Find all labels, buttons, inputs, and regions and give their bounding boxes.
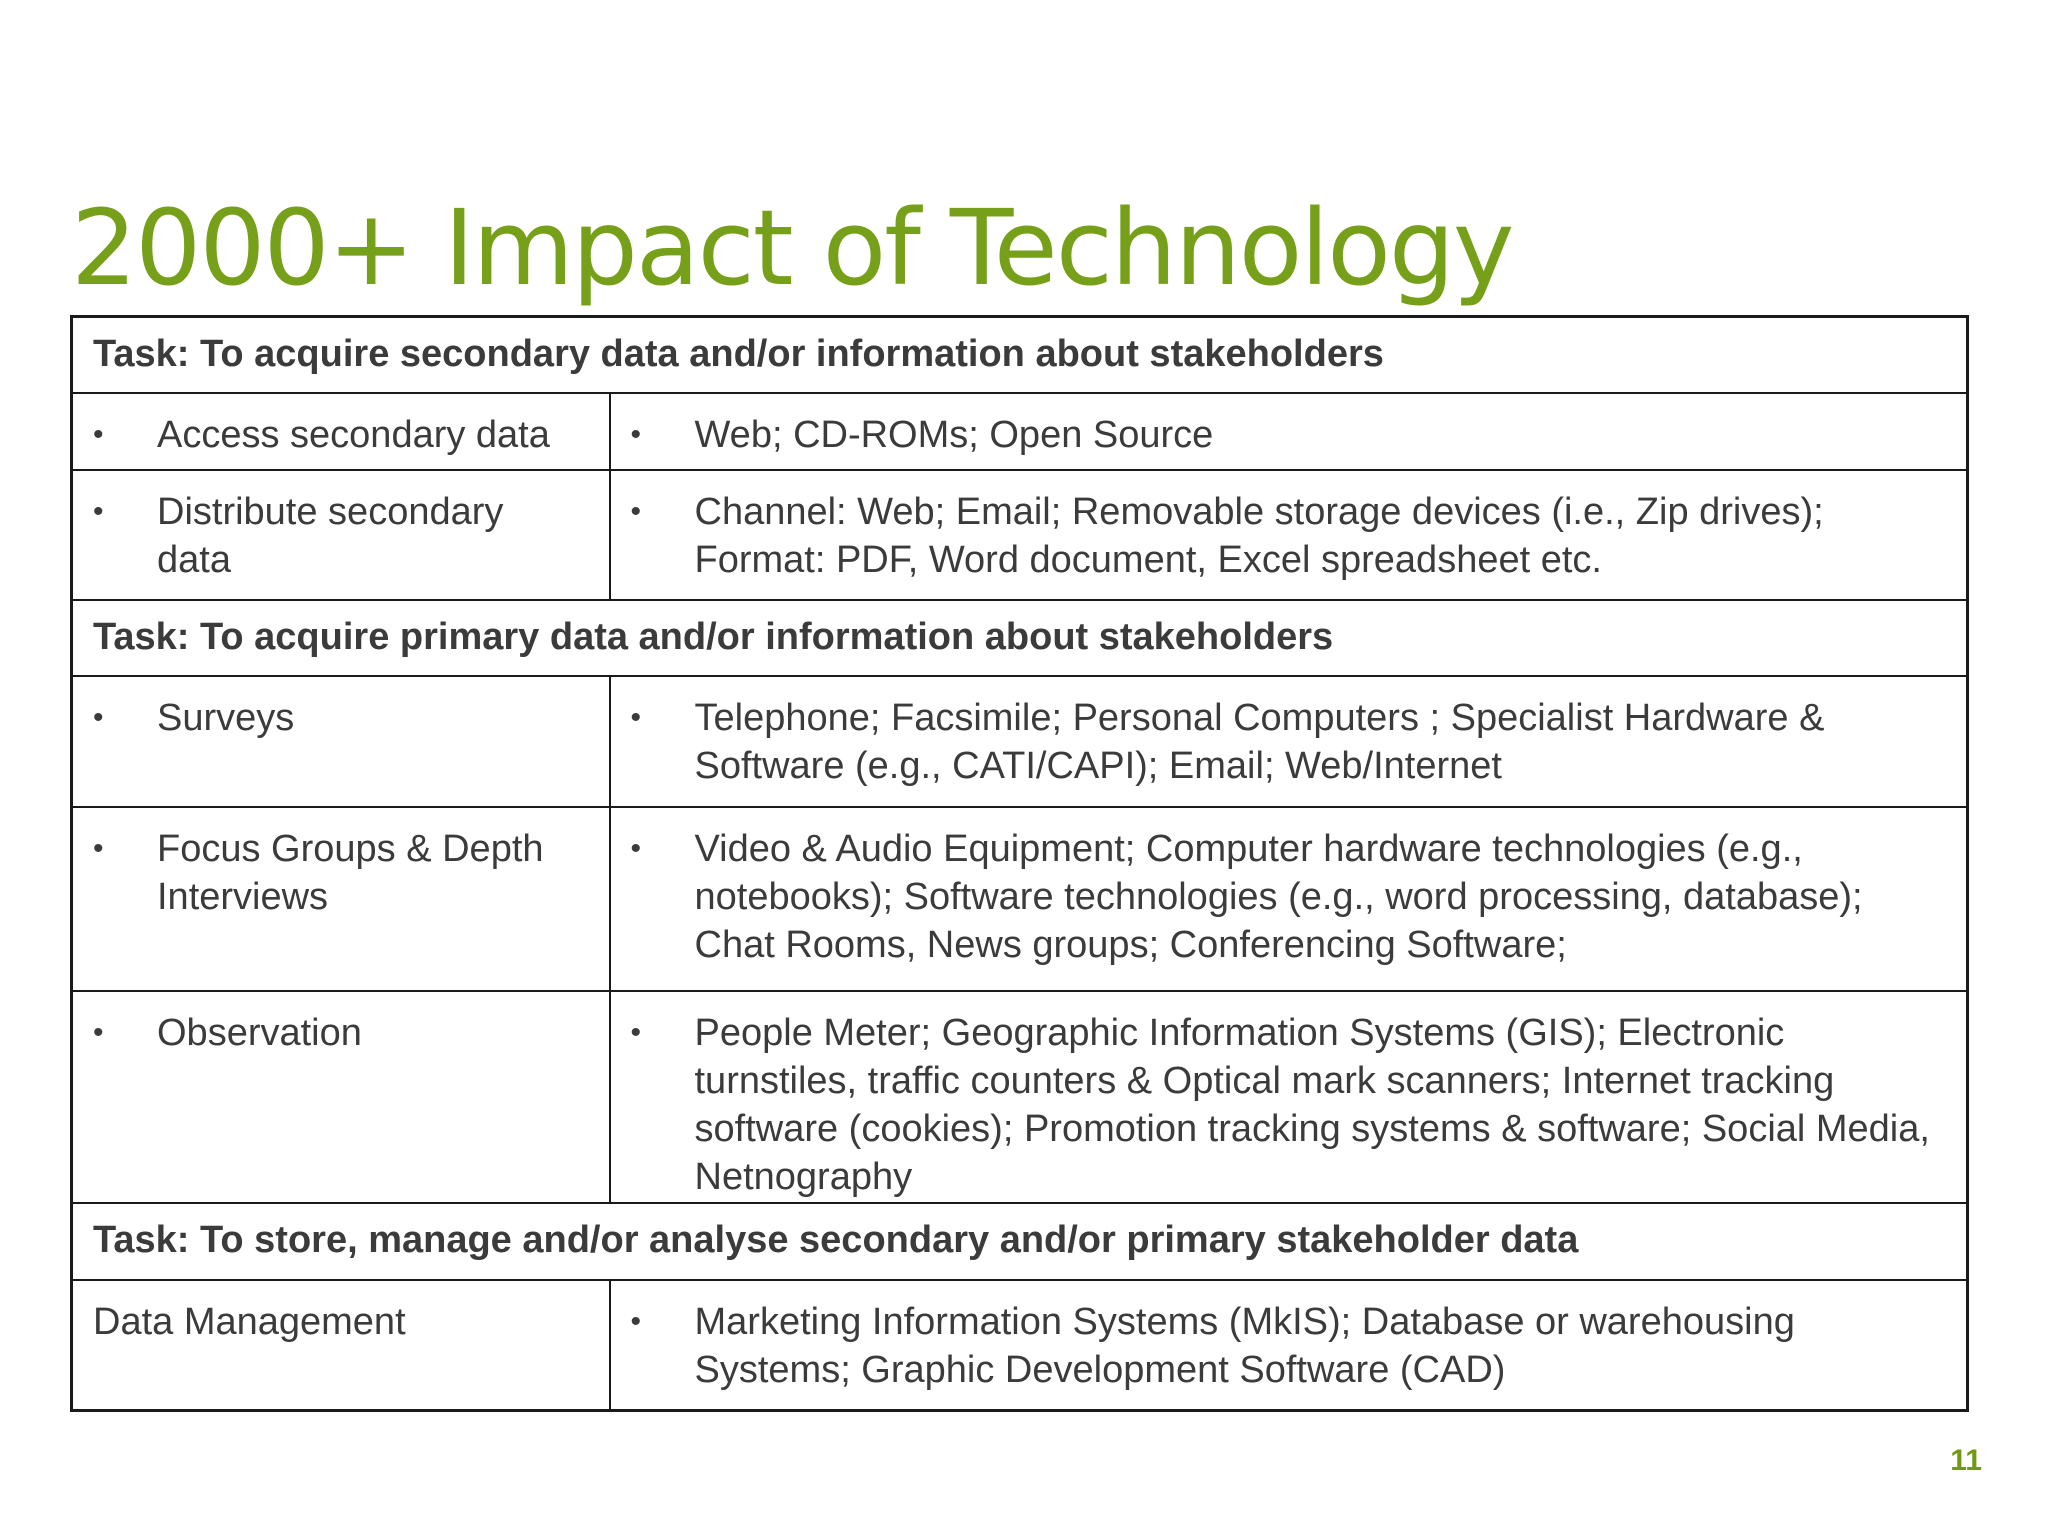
activity-text: Data Management [93,1300,406,1343]
activity-cell: • Surveys [70,674,611,808]
table-row: • Focus Groups & Depth Interviews • Vide… [70,805,1969,992]
technology-text: Web; CD-ROMs; Open Source [694,413,1214,456]
bullet-icon: • [93,700,104,734]
bullet-icon: • [93,831,104,865]
technology-impact-table: Task: To acquire secondary data and/or i… [70,315,1969,1412]
page-number: 11 [1950,1444,1982,1477]
slide-title: 2000+ Impact of Technology [71,187,1514,309]
activity-cell: Data Management [70,1278,611,1412]
bullet-icon: • [630,1015,642,1049]
table-row: • Distribute secondary data • Channel: W… [70,468,1969,601]
bullet-icon: • [93,494,104,528]
technology-cell: • Channel: Web; Email; Removable storage… [608,468,1969,601]
technology-cell: • Telephone; Facsimile; Personal Compute… [608,674,1969,808]
activity-text: Observation [157,1011,362,1054]
table-row: Data Management • Marketing Information … [70,1278,1969,1412]
bullet-icon: • [630,700,642,734]
table-row: • Surveys • Telephone; Facsimile; Person… [70,674,1969,808]
technology-text: Video & Audio Equipment; Computer hardwa… [694,827,1863,966]
bullet-icon: • [630,417,642,451]
bullet-icon: • [93,417,104,451]
technology-cell: • Web; CD-ROMs; Open Source [608,391,1969,471]
activity-text: Focus Groups & Depth Interviews [157,827,544,918]
technology-text: Marketing Information Systems (MkIS); Da… [694,1300,1795,1391]
bullet-icon: • [630,494,642,528]
task-row: Task: To acquire secondary data and/or i… [70,315,1969,394]
table-row: • Access secondary data • Web; CD-ROMs; … [70,391,1969,471]
bullet-icon: • [630,831,642,865]
bullet-icon: • [93,1015,104,1049]
task-row: Task: To acquire primary data and/or inf… [70,598,1969,677]
technology-text: Channel: Web; Email; Removable storage d… [694,490,1824,581]
bullet-icon: • [630,1304,642,1338]
activity-cell: • Distribute secondary data [70,468,611,601]
technology-cell: • Video & Audio Equipment; Computer hard… [608,805,1969,992]
technology-text: Telephone; Facsimile; Personal Computers… [694,696,1825,787]
table-row: • Observation • People Meter; Geographic… [70,989,1969,1204]
task-row: Task: To store, manage and/or analyse se… [70,1201,1969,1281]
activity-text: Distribute secondary data [157,490,504,581]
task-heading: Task: To store, manage and/or analyse se… [70,1201,1969,1281]
technology-cell: • Marketing Information Systems (MkIS); … [608,1278,1969,1412]
task-heading: Task: To acquire primary data and/or inf… [70,598,1969,677]
technology-text: People Meter; Geographic Information Sys… [694,1011,1930,1198]
task-heading: Task: To acquire secondary data and/or i… [70,315,1969,394]
activity-cell: • Observation [70,989,611,1204]
technology-cell: • People Meter; Geographic Information S… [608,989,1969,1204]
activity-cell: • Focus Groups & Depth Interviews [70,805,611,992]
activity-cell: • Access secondary data [70,391,611,471]
activity-text: Surveys [157,696,295,739]
activity-text: Access secondary data [157,413,550,456]
